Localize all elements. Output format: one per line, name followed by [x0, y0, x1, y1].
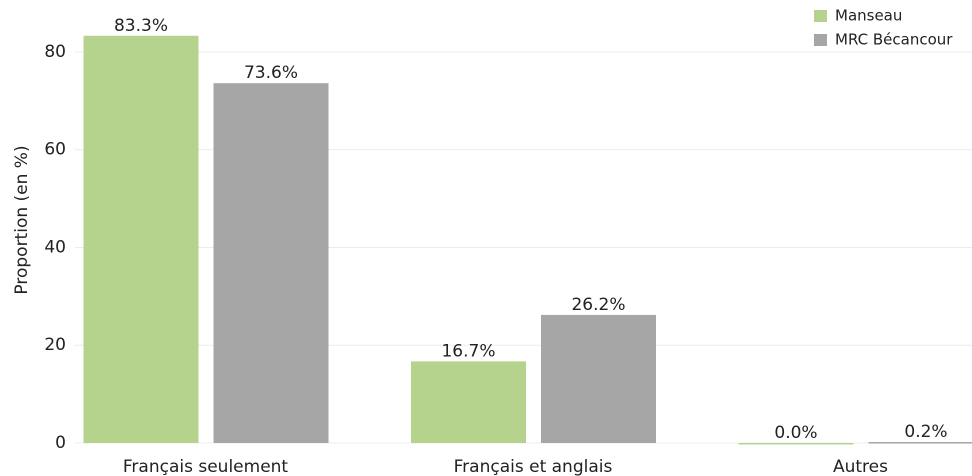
- value-label: 0.0%: [774, 423, 817, 443]
- bar: [868, 442, 972, 444]
- bar: [213, 83, 329, 443]
- legend-label: Manseau: [835, 7, 902, 25]
- value-label: 16.7%: [441, 341, 495, 361]
- value-label: 26.2%: [571, 295, 625, 315]
- y-tick-label: 20: [44, 335, 66, 355]
- bar: [541, 314, 656, 443]
- value-label: 0.2%: [904, 422, 947, 442]
- y-tick-label: 60: [44, 140, 66, 160]
- legend-label: MRC Bécancour: [835, 31, 953, 49]
- y-tick-label: 0: [55, 433, 66, 453]
- bar: [738, 443, 854, 445]
- value-label: 73.6%: [244, 63, 298, 83]
- value-label: 83.3%: [114, 16, 168, 36]
- bar: [411, 361, 526, 443]
- y-axis-label: Proportion (en %): [12, 145, 32, 294]
- legend-swatch: [814, 34, 827, 46]
- plot: 0 20 40 60 80 Français seulement 83.3% 73.6% Fra…: [44, 16, 972, 476]
- x-tick-label: Français seulement: [123, 457, 289, 476]
- y-tick-label: 80: [44, 42, 66, 62]
- y-tick-label: 40: [44, 237, 66, 257]
- x-tick-label: Français et anglais: [454, 457, 613, 476]
- legend-swatch: [814, 10, 827, 22]
- x-tick-label: Autres: [833, 457, 888, 476]
- bar: [83, 35, 199, 443]
